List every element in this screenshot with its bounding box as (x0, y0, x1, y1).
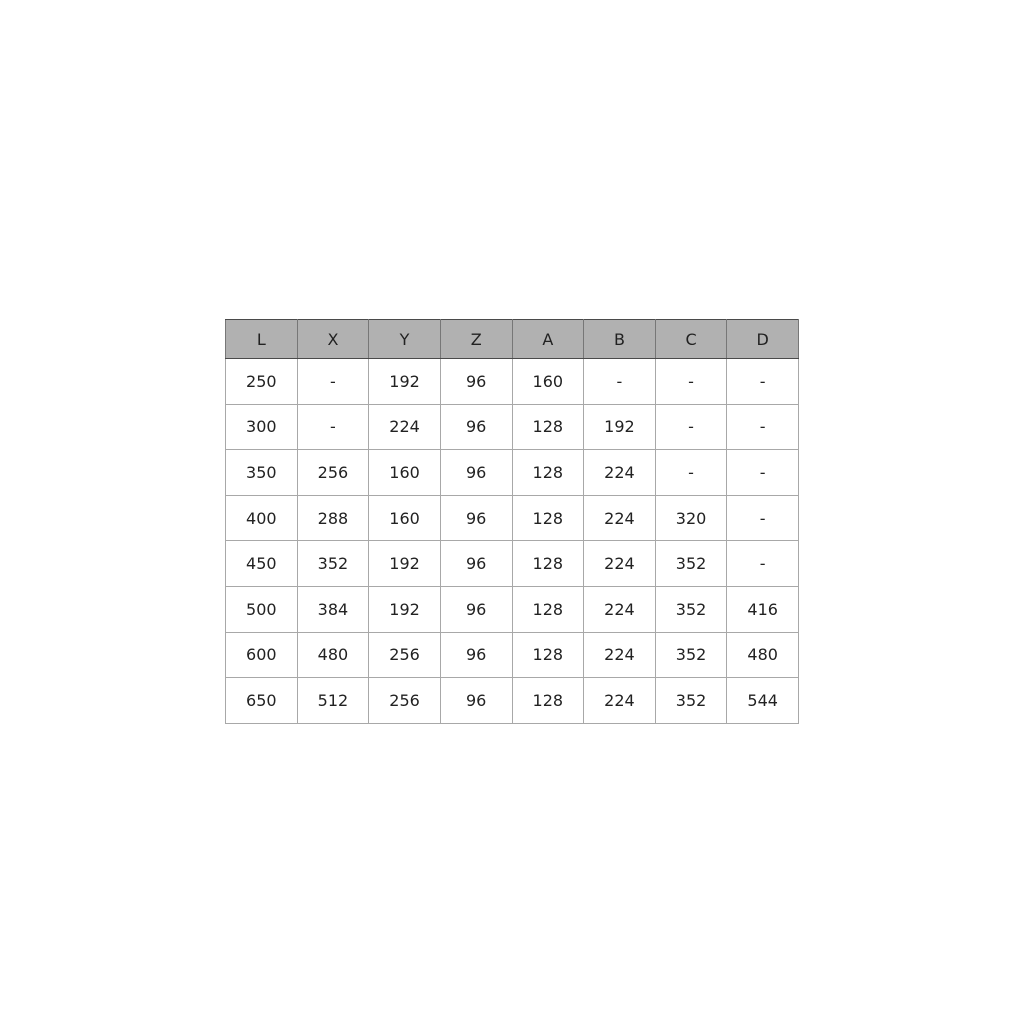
table-cell: - (726, 449, 799, 496)
table-row: 450 352 192 96 128 224 352- (225, 540, 799, 587)
table-cell: 160 (368, 449, 441, 496)
table-cell: - (583, 358, 656, 405)
table-cell: 96 (439, 540, 513, 587)
table-cell: - (654, 403, 728, 451)
table-cell: 352 (654, 631, 728, 679)
table-cell: 128 (511, 494, 585, 542)
table-cell: 128 (511, 631, 585, 679)
column-header-b: B (583, 319, 656, 359)
table-row: 300-224 96 128 192- - (225, 403, 799, 451)
table-cell: 512 (296, 677, 370, 724)
table-cell: - (296, 403, 370, 451)
table-cell: - (654, 358, 728, 405)
table-cell: 416 (726, 585, 799, 633)
table-cell: 256 (296, 449, 370, 496)
table-cell: - (726, 494, 799, 542)
table-cell: 350 (225, 449, 298, 496)
table-cell: 192 (583, 403, 656, 451)
table-cell: 192 (368, 585, 441, 633)
table-cell: 500 (225, 585, 298, 633)
column-header-y: Y (368, 319, 441, 359)
table-cell: 544 (726, 677, 799, 724)
table-cell: 480 (726, 631, 799, 679)
table-cell: 96 (439, 677, 513, 724)
column-header-c: C (654, 319, 728, 359)
table-cell: 480 (296, 631, 370, 679)
table-cell: 96 (439, 403, 513, 451)
table-cell: - (726, 403, 799, 451)
table-row: 650 512 256 96 128 224 352 544 (225, 677, 799, 724)
table-cell: 128 (511, 403, 585, 451)
table-cell: 650 (225, 677, 298, 724)
table-cell: 224 (368, 403, 441, 451)
table-cell: 128 (511, 540, 585, 587)
table-cell: 352 (654, 540, 728, 587)
table-cell: 96 (439, 585, 513, 633)
table-cell: 384 (296, 585, 370, 633)
column-header-a: A (511, 319, 585, 359)
table-cell: 224 (583, 631, 656, 679)
table-cell: 352 (654, 677, 728, 724)
table-cell: 192 (368, 540, 441, 587)
table-cell: 128 (511, 449, 585, 496)
table-cell: 96 (439, 494, 513, 542)
table-cell: 128 (511, 585, 585, 633)
table-cell: 224 (583, 677, 656, 724)
table-row: 350 256 160 96 128 224- - (225, 449, 799, 496)
table-row: 250-192 96 160- - - (225, 358, 799, 405)
table-cell: 160 (368, 494, 441, 542)
table-cell: 224 (583, 585, 656, 633)
table-cell: 400 (225, 494, 298, 542)
table-cell: - (654, 449, 728, 496)
column-header-x: X (296, 319, 370, 359)
table-cell: 450 (225, 540, 298, 587)
table-cell: 256 (368, 631, 441, 679)
table-cell: - (726, 540, 799, 587)
table-cell: 96 (439, 449, 513, 496)
table-row: 400 288 160 96 128 224 320- (225, 494, 799, 542)
table-cell: 352 (654, 585, 728, 633)
table-cell: 320 (654, 494, 728, 542)
column-header-z: Z (439, 319, 513, 359)
table-cell: 352 (296, 540, 370, 587)
table-cell: - (296, 358, 370, 405)
table-cell: 250 (225, 358, 298, 405)
table-cell: - (726, 358, 799, 405)
table-cell: 96 (439, 631, 513, 679)
table-cell: 96 (439, 358, 513, 405)
table-cell: 256 (368, 677, 441, 724)
table-cell: 160 (511, 358, 585, 405)
table-cell: 224 (583, 494, 656, 542)
table-cell: 224 (583, 449, 656, 496)
table-cell: 192 (368, 358, 441, 405)
table-cell: 600 (225, 631, 298, 679)
table-row: 500 384 192 96 128 224 352 416 (225, 585, 799, 633)
table-cell: 300 (225, 403, 298, 451)
column-header-d: D (726, 319, 799, 359)
table-cell: 128 (511, 677, 585, 724)
column-header-l: L (225, 319, 298, 359)
table-cell: 224 (583, 540, 656, 587)
table-row: 600 480 256 96 128 224 352 480 (225, 631, 799, 679)
table-cell: 288 (296, 494, 370, 542)
